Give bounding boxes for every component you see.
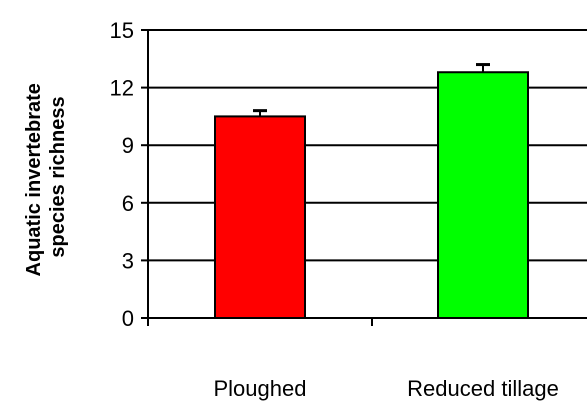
y-axis-title-line-2: species richness <box>47 96 69 257</box>
bar-ploughed <box>214 115 306 320</box>
y-axis-title: Aquatic invertebrate species richness <box>23 78 69 277</box>
y-tick-label-12: 12 <box>110 76 134 101</box>
y-tick-label-3: 3 <box>122 248 134 273</box>
error-bars <box>253 63 490 117</box>
y-tick-label-15: 15 <box>110 18 134 43</box>
bar-reduced-tillage <box>437 71 529 319</box>
y-tick-label-9: 9 <box>122 133 134 158</box>
category-label-ploughed: Ploughed <box>214 376 307 401</box>
category-labels: Ploughed Reduced tillage <box>214 376 559 401</box>
y-tick-label-0: 0 <box>122 306 134 331</box>
y-tick-label-6: 6 <box>122 191 134 216</box>
y-ticks <box>141 29 148 319</box>
axes <box>147 30 587 319</box>
bars <box>214 71 529 320</box>
y-tick-labels: 0 3 6 9 12 15 <box>110 18 134 331</box>
y-axis-title-line-1: Aquatic invertebrate <box>23 83 45 276</box>
category-label-reduced-tillage: Reduced tillage <box>407 376 559 401</box>
x-ticks <box>147 318 373 326</box>
